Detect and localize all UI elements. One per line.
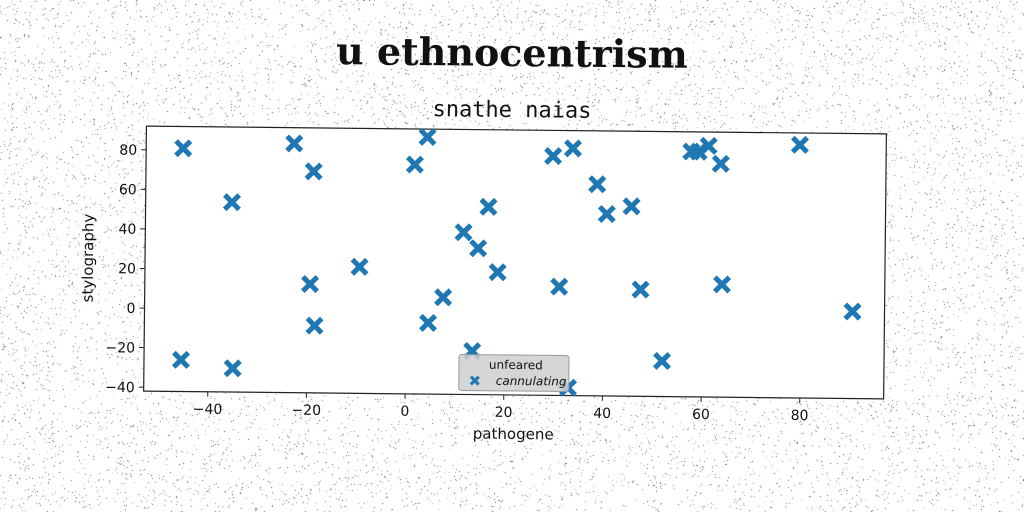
data-point xyxy=(223,359,242,378)
data-point xyxy=(171,350,191,369)
data-point xyxy=(300,275,320,294)
data-point xyxy=(699,136,718,155)
legend-title: unfeared xyxy=(489,358,543,373)
data-point xyxy=(222,193,242,212)
data-point xyxy=(418,313,438,332)
data-point xyxy=(550,277,569,296)
x-axis-label: pathogene xyxy=(473,425,554,444)
x-tick-label: 20 xyxy=(495,405,513,421)
y-tick-label: 60 xyxy=(119,182,137,198)
data-point xyxy=(454,223,473,242)
data-point xyxy=(544,147,563,166)
data-point xyxy=(790,135,809,154)
plot-area xyxy=(143,125,887,400)
legend-marker xyxy=(469,375,480,386)
data-point xyxy=(479,197,498,216)
x-tick-label: −40 xyxy=(193,402,223,418)
x-tick-label: 80 xyxy=(791,408,809,424)
data-point xyxy=(652,351,672,371)
data-point xyxy=(285,134,304,153)
y-axis-ticks: −40 −20 0 20 40 60 80 xyxy=(105,143,147,396)
legend: unfeared cannulating xyxy=(458,353,570,393)
data-point xyxy=(563,139,583,158)
legend-label: cannulating xyxy=(496,374,567,389)
data-point xyxy=(843,302,862,321)
y-tick-label: 20 xyxy=(118,261,136,277)
y-tick-label: −40 xyxy=(105,380,135,396)
data-point xyxy=(350,257,369,276)
data-point xyxy=(689,142,708,161)
x-tick-label: 0 xyxy=(400,404,409,420)
y-tick-label: −20 xyxy=(105,340,135,356)
data-point xyxy=(712,275,732,294)
data-point xyxy=(711,154,730,173)
y-axis-label: stylography xyxy=(79,213,98,302)
x-axis-ticks: −40 −20 0 20 40 60 80 xyxy=(193,391,809,424)
data-point xyxy=(434,288,453,307)
y-tick-label: 80 xyxy=(119,143,137,159)
data-point xyxy=(304,162,323,181)
data-point xyxy=(174,139,193,158)
x-tick-label: 60 xyxy=(692,407,710,423)
data-point xyxy=(469,239,488,258)
data-point xyxy=(622,197,641,216)
data-point xyxy=(631,280,650,299)
data-point xyxy=(488,263,507,282)
data-point xyxy=(405,155,424,174)
y-tick-label: 40 xyxy=(118,222,136,238)
x-tick-label: 40 xyxy=(593,406,611,422)
data-point xyxy=(305,316,324,335)
data-point xyxy=(418,127,437,147)
x-tick-label: −20 xyxy=(291,403,321,419)
y-tick-label: 0 xyxy=(127,301,136,317)
data-points xyxy=(171,127,862,397)
legend-box xyxy=(458,353,570,393)
data-point xyxy=(597,204,616,224)
data-point xyxy=(588,175,607,194)
